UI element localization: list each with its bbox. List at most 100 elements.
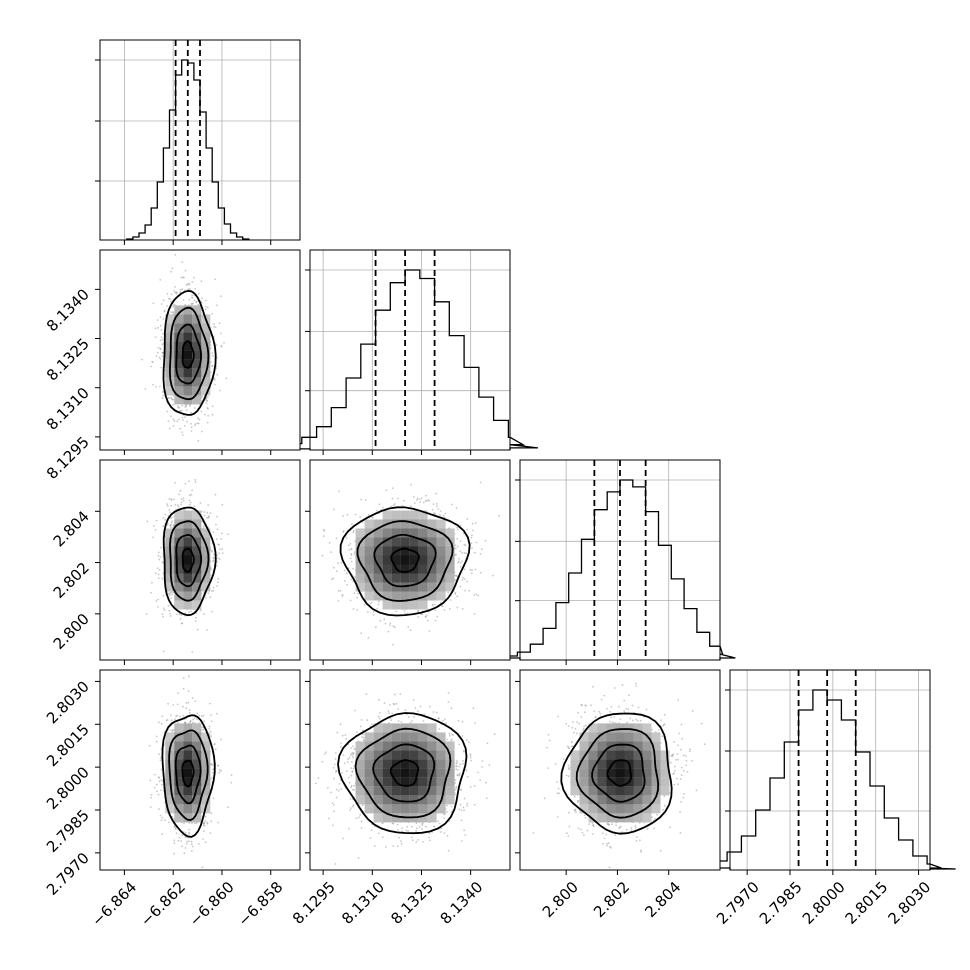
- sample-point: [204, 306, 207, 308]
- sample-point: [204, 308, 207, 311]
- sample-point: [392, 643, 394, 646]
- hist-panel-frame: [519, 459, 721, 661]
- sample-point: [197, 303, 200, 306]
- density-cell: [355, 528, 365, 538]
- sample-point: [171, 520, 174, 523]
- sample-point: [473, 612, 476, 615]
- density-cell: [382, 564, 392, 574]
- density-cell: [436, 546, 446, 556]
- sample-point: [220, 344, 223, 347]
- sample-point: [157, 567, 159, 569]
- sample-point: [339, 590, 342, 592]
- sample-point: [161, 577, 164, 580]
- sample-point: [184, 406, 187, 408]
- density-cell: [418, 564, 428, 574]
- sample-point: [167, 420, 170, 422]
- sample-point: [180, 498, 183, 500]
- sample-point: [162, 650, 165, 653]
- sample-point: [162, 391, 165, 393]
- sample-point: [217, 557, 220, 559]
- sample-point: [351, 523, 353, 525]
- sample-point: [218, 552, 221, 555]
- sample-point: [448, 607, 451, 610]
- sample-point: [357, 592, 359, 595]
- sample-point: [370, 601, 373, 604]
- sample-point: [436, 616, 439, 618]
- sample-point: [181, 404, 184, 407]
- sample-point: [171, 593, 174, 596]
- sample-point: [215, 304, 218, 307]
- sample-point: [168, 609, 171, 612]
- density-cell: [364, 519, 374, 529]
- sample-point: [179, 427, 182, 430]
- density-cell: [418, 582, 428, 592]
- sample-point: [190, 430, 193, 432]
- density-cell: [364, 546, 374, 556]
- sample-point: [209, 512, 212, 515]
- density-cell: [174, 341, 184, 351]
- sample-point: [155, 572, 157, 575]
- sample-point: [155, 600, 158, 602]
- sample-point: [163, 310, 166, 313]
- sample-point: [190, 426, 193, 428]
- sample-point: [188, 494, 191, 497]
- sample-point: [475, 541, 478, 544]
- sample-point: [191, 651, 194, 653]
- sample-point: [194, 288, 197, 290]
- sample-point: [454, 592, 457, 595]
- sample-point: [184, 425, 186, 427]
- sample-point: [162, 332, 164, 335]
- sample-point: [403, 499, 405, 502]
- sample-point: [187, 288, 190, 290]
- sample-point: [353, 592, 356, 594]
- density-cell: [364, 537, 374, 547]
- sample-point: [190, 610, 192, 612]
- sample-point: [465, 552, 467, 555]
- sample-point: [162, 594, 165, 597]
- sample-point: [454, 544, 457, 547]
- sample-point: [169, 517, 172, 520]
- sample-point: [172, 425, 175, 427]
- sample-point: [350, 560, 353, 563]
- sample-point: [173, 825, 176, 828]
- sample-point: [200, 410, 203, 413]
- sample-point: [391, 497, 394, 500]
- density-cell: [373, 573, 383, 583]
- sample-point: [170, 597, 172, 600]
- sample-point: [197, 422, 200, 425]
- density-cell: [391, 573, 401, 583]
- sample-point: [335, 537, 338, 540]
- sample-point: [383, 618, 386, 621]
- sample-point: [187, 701, 190, 704]
- sample-point: [156, 319, 159, 321]
- sample-point: [353, 551, 356, 553]
- sample-point: [219, 558, 221, 560]
- sample-point: [181, 434, 184, 436]
- sample-point: [150, 365, 153, 368]
- sample-point: [213, 378, 216, 381]
- sample-point: [360, 632, 363, 635]
- density-cell: [400, 555, 410, 565]
- sample-point: [215, 523, 217, 526]
- density-cell: [436, 591, 446, 601]
- sample-point: [350, 554, 353, 557]
- sample-point: [160, 768, 163, 771]
- sample-point: [159, 556, 162, 558]
- sample-point: [431, 508, 434, 511]
- sample-point: [484, 539, 487, 542]
- sample-point: [157, 721, 160, 724]
- sample-point: [179, 489, 182, 492]
- sample-point: [206, 306, 209, 309]
- sample-point: [376, 607, 379, 610]
- density-cell: [418, 600, 428, 610]
- sample-point: [160, 336, 163, 338]
- density-cell: [391, 537, 401, 547]
- sample-point: [191, 489, 194, 492]
- sample-point: [214, 493, 217, 496]
- sample-point: [456, 526, 458, 529]
- sample-point: [170, 526, 172, 529]
- sample-point: [347, 544, 350, 547]
- sample-point: [321, 554, 324, 557]
- sample-point: [221, 552, 224, 554]
- sample-point: [178, 613, 181, 616]
